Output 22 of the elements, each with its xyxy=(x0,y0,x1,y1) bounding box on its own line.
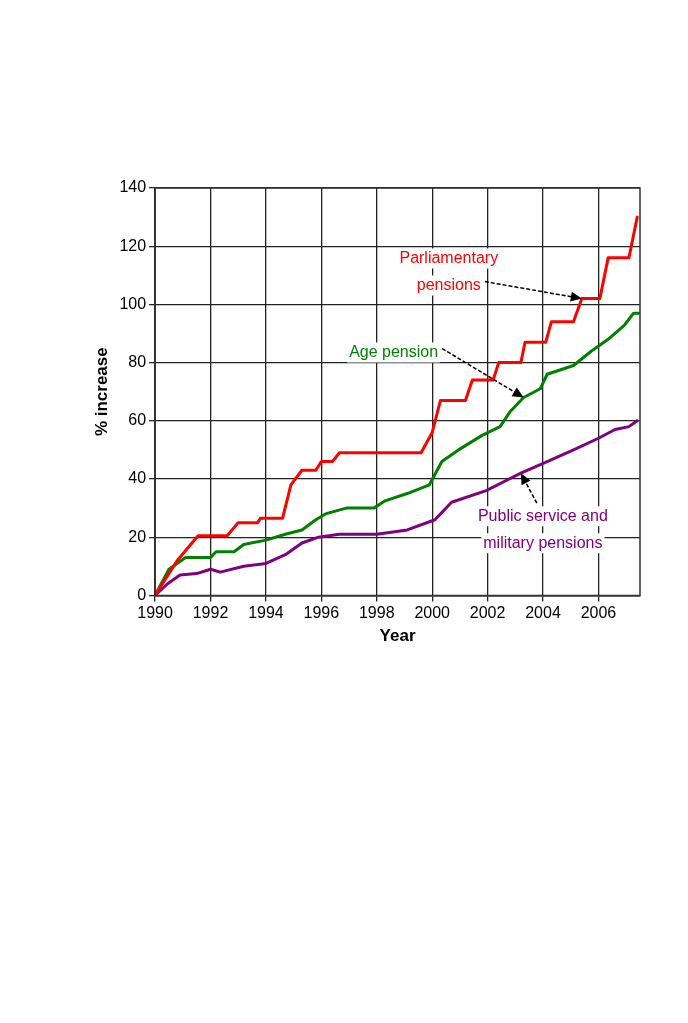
x-tick-label: 1996 xyxy=(303,604,340,622)
y-tick-label: 80 xyxy=(128,353,147,371)
text: Age pension xyxy=(349,342,439,360)
x-tick-label: 2000 xyxy=(414,604,451,622)
y-tick-label: 120 xyxy=(119,236,147,254)
x-tick-label: 2004 xyxy=(525,604,561,622)
x-tick-label: 1994 xyxy=(248,604,284,622)
x-tick-label: 1990 xyxy=(137,604,173,622)
y-tick-label: 100 xyxy=(119,294,147,312)
y-tick-label: 140 xyxy=(119,178,147,196)
x-axis-title: Year xyxy=(379,626,416,646)
series-label: Public service and military pensions xyxy=(477,506,608,551)
y-tick-label: 0 xyxy=(137,585,147,603)
x-tick-label: 1992 xyxy=(192,604,229,622)
x-tick-label: 2006 xyxy=(580,604,617,622)
y-tick-label: 40 xyxy=(128,469,147,487)
y-tick-label: 60 xyxy=(128,411,147,429)
y-tick-label: 20 xyxy=(128,527,147,545)
y-axis-title: % increase xyxy=(91,347,111,437)
x-tick-label: 2002 xyxy=(469,604,506,622)
x-tick-label: 1998 xyxy=(358,604,395,622)
text: Parliamentary pensions xyxy=(399,248,499,293)
